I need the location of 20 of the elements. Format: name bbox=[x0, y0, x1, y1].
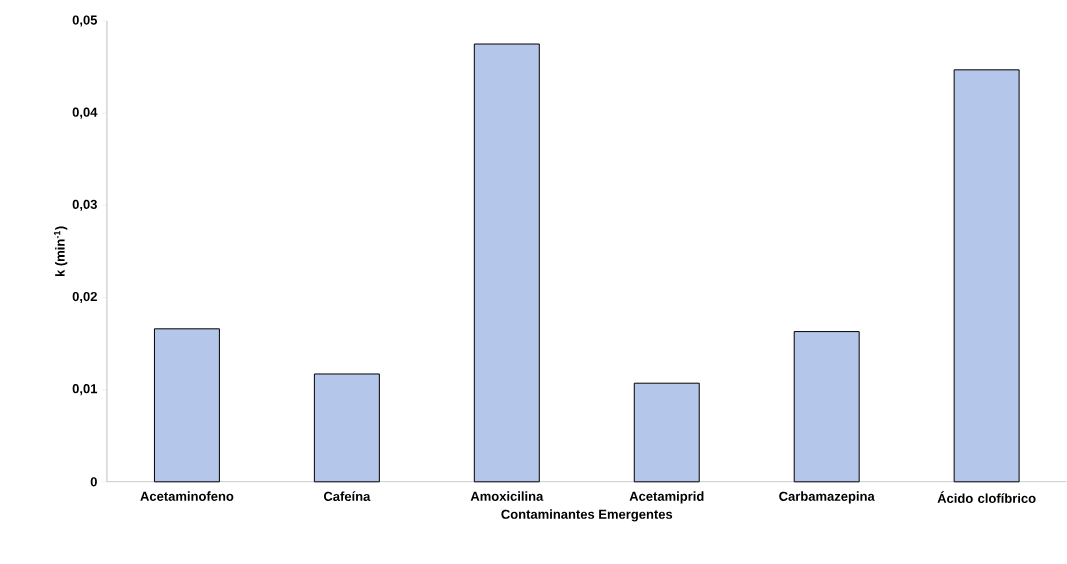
x-tick-label: Amoxicilina bbox=[470, 491, 544, 501]
y-tick-label: 0,03 bbox=[72, 199, 97, 211]
y-tick-label: 0,05 bbox=[72, 15, 98, 27]
bar bbox=[473, 43, 540, 483]
y-tick-label: 0,02 bbox=[72, 292, 97, 304]
y-axis-title: k (min$^{-1}$) bbox=[53, 226, 68, 277]
x-tick-label: Acetaminofeno bbox=[140, 491, 234, 501]
bar bbox=[313, 373, 380, 483]
y-tick-label: 0,04 bbox=[72, 107, 98, 119]
bar bbox=[793, 331, 860, 483]
x-tick-label: Carbamazepina bbox=[779, 491, 875, 504]
bar bbox=[633, 382, 700, 483]
x-axis-title: Contaminantes Emergentes bbox=[501, 509, 673, 522]
x-tick-label: Ácido clofíbrico bbox=[937, 491, 1036, 504]
bar bbox=[953, 69, 1020, 483]
x-tick-label: Cafeína bbox=[323, 491, 371, 502]
y-tick-label: 0 bbox=[90, 477, 97, 487]
bar bbox=[153, 328, 220, 483]
x-tick-label: Acetamiprid bbox=[629, 491, 704, 504]
y-tick-label: 0,01 bbox=[72, 384, 98, 396]
